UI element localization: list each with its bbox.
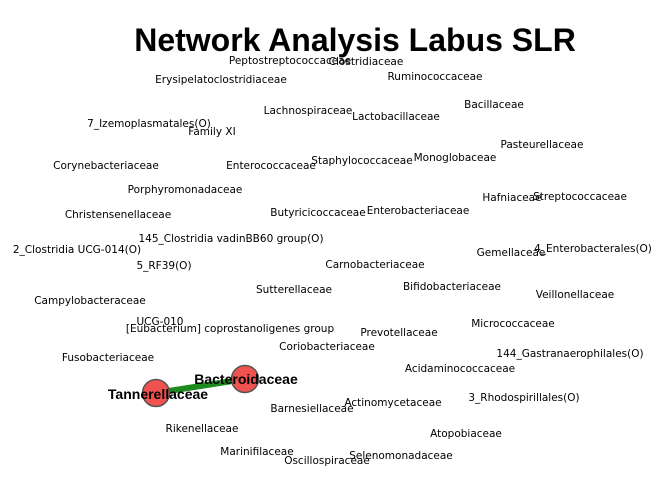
label-tannerellaceae: Tannerellaceae bbox=[108, 386, 208, 402]
label-enterobacteriaceae: Enterobacteriaceae bbox=[367, 205, 470, 217]
label-bifidobacteriaceae: Bifidobacteriaceae bbox=[403, 281, 501, 293]
label-prevotellaceae: Prevotellaceae bbox=[360, 327, 437, 339]
label-erysipelatoclostridiaceae: Erysipelatoclostridiaceae bbox=[155, 74, 287, 86]
label-monoglobaceae: Monoglobaceae bbox=[414, 152, 497, 164]
label-pasteurellaceae: Pasteurellaceae bbox=[501, 139, 584, 151]
node-bacteroidaceae bbox=[230, 364, 260, 394]
label-sutterellaceae: Sutterellaceae bbox=[256, 284, 332, 296]
label-streptococcaceae: Streptococcaceae bbox=[533, 191, 627, 203]
label-selenomonadaceae: Selenomonadaceae bbox=[349, 450, 453, 462]
label-eubacterium-coprostanoligenes-group: [Eubacterium] coprostanoligenes group bbox=[126, 323, 335, 335]
label-hafniaceae: Hafniaceae bbox=[482, 192, 541, 204]
label-enterococcaceae: Enterococcaceae bbox=[226, 160, 316, 172]
label-gemellaceae: Gemellaceae bbox=[477, 247, 546, 259]
label-ruminococcaceae: Ruminococcaceae bbox=[387, 71, 482, 83]
label-staphylococcaceae: Staphylococcaceae bbox=[311, 155, 412, 167]
label-lactobacillaceae: Lactobacillaceae bbox=[352, 111, 440, 123]
node-tannerellaceae bbox=[141, 378, 171, 408]
label-barnesiellaceae: Barnesiellaceae bbox=[270, 403, 353, 415]
label-bacillaceae: Bacillaceae bbox=[464, 99, 524, 111]
label-2-clostridia-ucg-014-o: 2_Clostridia UCG-014(O) bbox=[13, 244, 141, 256]
label-lachnospiraceae: Lachnospiraceae bbox=[264, 105, 353, 117]
label-peptostreptococcaceae: Peptostreptococcaceae bbox=[229, 55, 351, 67]
label-christensenellaceae: Christensenellaceae bbox=[65, 209, 171, 221]
label-acidaminococcaceae: Acidaminococcaceae bbox=[405, 363, 515, 375]
label-144-gastranaerophilales-o: 144_Gastranaerophilales(O) bbox=[496, 348, 643, 360]
label-fusobacteriaceae: Fusobacteriaceae bbox=[62, 352, 154, 364]
label-marinifilaceae: Marinifilaceae bbox=[220, 446, 293, 458]
label-family-xi: Family XI bbox=[188, 126, 235, 138]
label-campylobacteraceae: Campylobacteraceae bbox=[34, 295, 146, 307]
label-coriobacteriaceae: Coriobacteriaceae bbox=[279, 341, 375, 353]
label-4-enterobacterales-o: 4_Enterobacterales(O) bbox=[534, 243, 652, 255]
edge-tannerellaceae-bacteroidaceae bbox=[153, 376, 248, 396]
label-porphyromonadaceae: Porphyromonadaceae bbox=[128, 184, 243, 196]
label-micrococcaceae: Micrococcaceae bbox=[471, 318, 555, 330]
label-atopobiaceae: Atopobiaceae bbox=[430, 428, 502, 440]
label-rikenellaceae: Rikenellaceae bbox=[166, 423, 239, 435]
edges-layer bbox=[153, 376, 248, 396]
label-veillonellaceae: Veillonellaceae bbox=[536, 289, 615, 301]
label-3-rhodospirillales-o: 3_Rhodospirillales(O) bbox=[468, 392, 579, 404]
label-butyricicoccaceae: Butyricicoccaceae bbox=[270, 207, 365, 219]
label-actinomycetaceae: Actinomycetaceae bbox=[344, 397, 441, 409]
figure-title: Network Analysis Labus SLR bbox=[134, 22, 576, 58]
label-oscillospiraceae: Oscillospiraceae bbox=[284, 455, 370, 467]
nodes-layer bbox=[141, 364, 260, 408]
label-7-izemoplasmatales-o: 7_Izemoplasmatales(O) bbox=[87, 118, 211, 130]
label-clostridiaceae: Clostridiaceae bbox=[329, 56, 404, 68]
label-5-rf39-o: 5_RF39(O) bbox=[136, 260, 191, 272]
label-ucg-010: UCG-010 bbox=[137, 316, 184, 328]
label-carnobacteriaceae: Carnobacteriaceae bbox=[325, 259, 424, 271]
label-corynebacteriaceae: Corynebacteriaceae bbox=[53, 160, 159, 172]
label-bacteroidaceae: Bacteroidaceae bbox=[194, 371, 298, 387]
label-145-clostridia-vadinbb60-group-o: 145_Clostridia vadinBB60 group(O) bbox=[138, 233, 323, 245]
